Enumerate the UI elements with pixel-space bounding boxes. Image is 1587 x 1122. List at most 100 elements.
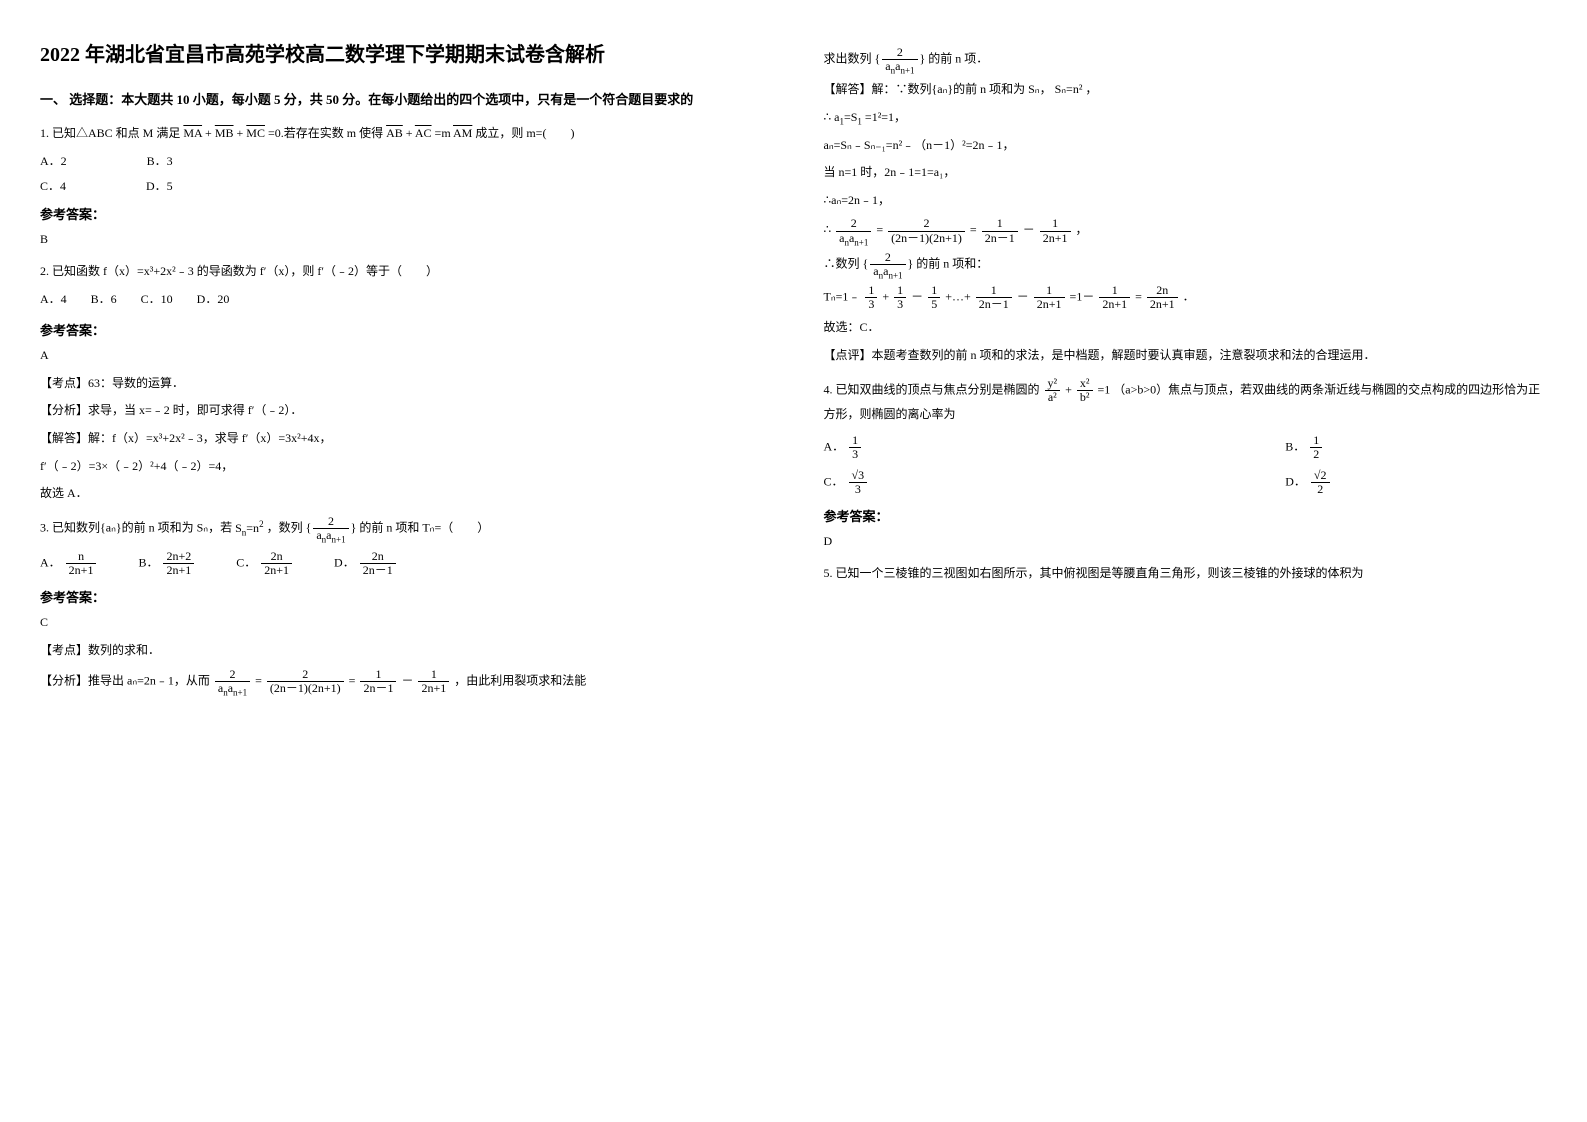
r-line5: 当 n=1 时，2n﹣1=1=a₁， [824, 162, 1548, 184]
doc-title: 2022 年湖北省宜昌市高苑学校高二数学理下学期期末试卷含解析 [40, 40, 764, 70]
r-l8-pre: ∴数列 [824, 256, 863, 270]
q4-body: 4. 已知双曲线的顶点与焦点分别是椭圆的 y²a² + x²b² =1 （a>b… [824, 377, 1548, 426]
r-l9-post: ． [1183, 290, 1195, 304]
q2-jieda-1: 【解答】解：f（x）=x³+2x²﹣3，求导 f′（x）=3x²+4x， [40, 428, 764, 450]
frac-b: 2n+22n+1 [163, 550, 194, 577]
r-jieda: 【解答】解：∵数列{aₙ}的前 n 项和为 Sₙ， Sₙ=n² ， [824, 79, 1548, 101]
frac-d: 2n2n－1 [360, 550, 396, 577]
frac-r8: 2anan+1 [870, 251, 905, 278]
q3-text-pre: 3. 已知数列{aₙ}的前 n 项和为 Sₙ，若 [40, 520, 235, 534]
q3-fx-post: ，由此利用裂项求和法能 [454, 673, 586, 687]
frac-r1: 2anan+1 [882, 46, 917, 73]
q3-d-label: D． [334, 556, 355, 570]
q1-choice-a: A．2 [40, 152, 67, 169]
frac-y2a2: y²a² [1045, 377, 1061, 404]
q3-choices: A． n2n+1 B． 2n+22n+1 C． 2n2n+1 D． 2n2n－1 [40, 550, 764, 577]
vector-ma: MA [183, 126, 202, 140]
frac-r9e: 12n+1 [1034, 284, 1065, 311]
frac-q4c: √33 [849, 469, 868, 496]
r-jd-eq: Sₙ=n² [1055, 82, 1083, 96]
frac-q4a: 13 [849, 434, 861, 461]
q4-a-label: A． [824, 439, 845, 453]
r-line4: aₙ=Sₙ﹣Sₙ₋₁=n²﹣（n－1）²=2n﹣1， [824, 135, 1548, 157]
frac-r9c: 15 [928, 284, 940, 311]
q3-c-label: C． [236, 556, 256, 570]
q4-choice-c: C． √33 [824, 469, 1086, 496]
q3-answer: C [40, 612, 764, 634]
r-line1: 求出数列 {2anan+1} 的前 n 项． [824, 46, 1548, 73]
q3-choice-a: A． n2n+1 [40, 550, 98, 577]
q4-answer-label: 参考答案： [824, 506, 1548, 525]
r-line10: 故选：C． [824, 317, 1548, 339]
q2-answer: A [40, 345, 764, 367]
r-line8: ∴数列 {2anan+1} 的前 n 项和： [824, 251, 1548, 278]
q2-kaodian: 【考点】63：导数的运算． [40, 373, 764, 395]
vector-ac: AC [415, 126, 432, 140]
question-2: 2. 已知函数 f（x）=x³+2x²﹣3 的导函数为 f′（x），则 f′（﹣… [40, 261, 764, 505]
q3-a-label: A． [40, 556, 61, 570]
r-l3-post: =1²=1， [865, 110, 906, 124]
r-l1-pre: 求出数列 [824, 51, 875, 65]
right-column: 求出数列 {2anan+1} 的前 n 项． 【解答】解：∵数列{aₙ}的前 n… [824, 40, 1548, 705]
question-3: 3. 已知数列{aₙ}的前 n 项和为 Sₙ，若 Sn=n2 ，数列 {2ana… [40, 515, 764, 695]
q3-fenxi: 【分析】推导出 aₙ=2n﹣1，从而 2anan+1 = 2(2n－1)(2n+… [40, 668, 764, 695]
q1-choice-d: D．5 [146, 177, 173, 194]
frac-a: n2n+1 [66, 550, 97, 577]
q2-jieda-2: f′（﹣2）=3×（﹣2）²+4（﹣2）=4， [40, 456, 764, 478]
q3-text-post: 的前 n 项和 Tₙ=（ ） [359, 520, 489, 534]
frac-fx2: 2(2n－1)(2n+1) [267, 668, 344, 695]
q3-choice-d: D． 2n2n－1 [334, 550, 398, 577]
q1-body: 1. 已知△ABC 和点 M 满足 MA + MB + MC =0.若存在实数 … [40, 123, 764, 145]
r-l7-pre: ∴ [824, 223, 832, 237]
q1-answer-label: 参考答案： [40, 204, 764, 223]
q2-body: 2. 已知函数 f（x）=x³+2x²﹣3 的导函数为 f′（x），则 f′（﹣… [40, 261, 764, 283]
frac-q4d: √22 [1311, 469, 1330, 496]
r-l8-post: 的前 n 项和： [916, 256, 988, 270]
vector-mb: MB [215, 126, 234, 140]
r-jd-pre: 【解答】解：∵数列{aₙ}的前 n 项和为 Sₙ， [824, 82, 1052, 96]
q4-d-label: D． [1285, 474, 1306, 488]
frac-r7c: 12n－1 [982, 217, 1018, 244]
q4-answer: D [824, 531, 1548, 553]
frac-r9g: 2n2n+1 [1147, 284, 1178, 311]
q3-answer-label: 参考答案： [40, 587, 764, 606]
frac-x2b2: x²b² [1077, 377, 1093, 404]
q4-choices: A． 13 B． 12 C． √33 D． √22 [824, 434, 1548, 497]
q3-choice-c: C． 2n2n+1 [236, 550, 294, 577]
left-column: 2022 年湖北省宜昌市高苑学校高二数学理下学期期末试卷含解析 一、 选择题：本… [40, 40, 764, 705]
q3-kaodian: 【考点】数列的求和． [40, 640, 764, 662]
frac-q4b: 12 [1310, 434, 1322, 461]
frac-r9b: 13 [894, 284, 906, 311]
q2-answer-label: 参考答案： [40, 320, 764, 339]
frac-fx3: 12n－1 [360, 668, 396, 695]
q3-text-mid: ，数列 [267, 520, 306, 534]
q1-choices-row1: A．2 B．3 [40, 152, 764, 169]
q4-text-pre: 4. 已知双曲线的顶点与焦点分别是椭圆的 [824, 382, 1043, 396]
frac-2-anan1: 2anan+1 [313, 515, 348, 542]
q2-fenxi: 【分析】求导，当 x=﹣2 时，即可求得 f′（﹣2）． [40, 400, 764, 422]
q4-choice-d: D． √22 [1285, 469, 1547, 496]
q1-text-mid2: =m [435, 126, 453, 140]
page-container: 2022 年湖北省宜昌市高苑学校高二数学理下学期期末试卷含解析 一、 选择题：本… [40, 40, 1547, 705]
q4-choice-b: B． 12 [1285, 434, 1547, 461]
r-line7: ∴ 2anan+1 = 2(2n－1)(2n+1) = 12n－1 － 12n+… [824, 217, 1548, 244]
q1-text-post: 成立，则 m=( ) [475, 126, 574, 140]
q1-text-mid1: =0.若存在实数 m 使得 [268, 126, 386, 140]
q4-b-label: B． [1285, 439, 1305, 453]
question-4: 4. 已知双曲线的顶点与焦点分别是椭圆的 y²a² + x²b² =1 （a>b… [824, 377, 1548, 553]
q2-choices: A．4 B．6 C．10 D．20 [40, 289, 764, 311]
vector-ab: AB [386, 126, 403, 140]
r-l3-pre: ∴ [824, 110, 835, 124]
frac-r7b: 2(2n－1)(2n+1) [888, 217, 965, 244]
frac-r9a: 13 [865, 284, 877, 311]
frac-fx1: 2anan+1 [215, 668, 250, 695]
sn-eq-n2: Sn=n2 [235, 518, 263, 540]
frac-c: 2n2n+1 [261, 550, 292, 577]
q1-choice-b: B．3 [147, 152, 173, 169]
q1-choices-row2: C．4 D．5 [40, 177, 764, 194]
question-1: 1. 已知△ABC 和点 M 满足 MA + MB + MC =0.若存在实数 … [40, 123, 764, 251]
r-l1-post: 的前 n 项． [928, 51, 988, 65]
q5-body: 5. 已知一个三棱锥的三视图如右图所示，其中俯视图是等腰直角三角形，则该三棱锥的… [824, 563, 1548, 585]
frac-r9f: 12n+1 [1099, 284, 1130, 311]
section-1-heading: 一、 选择题：本大题共 10 小题，每小题 5 分，共 50 分。在每小题给出的… [40, 90, 764, 111]
